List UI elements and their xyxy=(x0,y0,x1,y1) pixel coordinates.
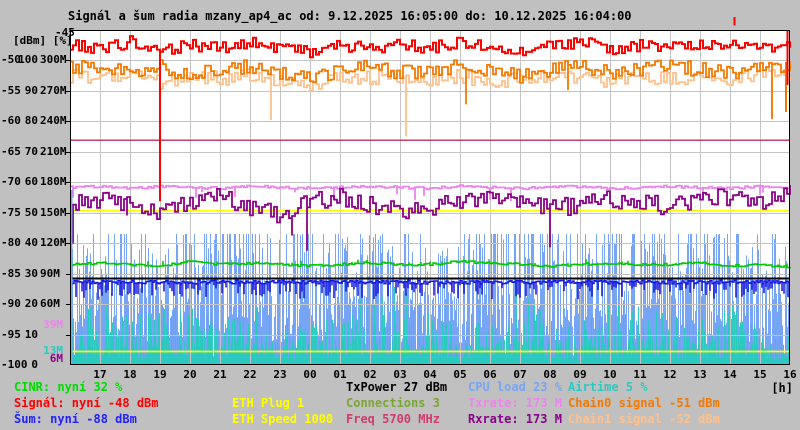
y-axis-units-label: [dBm] [%] xyxy=(13,34,73,47)
legend-noise: Šum: nyní -88 dBm xyxy=(14,412,137,426)
y-tick-pct: 0 xyxy=(31,358,38,371)
y-special-rate-label: 13M xyxy=(43,344,63,357)
y-tick-pct: 40 xyxy=(24,236,38,249)
y-tick-dbm: -100 xyxy=(1,358,28,371)
y-tick-pct: 20 xyxy=(24,297,38,310)
x-tick-hour: 14 xyxy=(723,368,737,381)
y-axis-top-tick-label: -45 xyxy=(55,26,75,39)
legend-connections: Connections 3 xyxy=(346,396,440,410)
y-tick-rate: 210M xyxy=(40,145,67,158)
legend-chain1: Chain1 signal -52 dBm xyxy=(568,412,720,426)
y-tick-pct: 70 xyxy=(24,145,38,158)
x-tick-hour: 04 xyxy=(423,368,437,381)
y-tick-dbm: -90 xyxy=(1,297,21,310)
y-tick-rate: 240M xyxy=(40,114,67,127)
x-tick-hour: 16 xyxy=(783,368,797,381)
x-axis-unit-label: [h] xyxy=(771,381,793,395)
x-tick-hour: 03 xyxy=(393,368,407,381)
y-special-rate-label: 39M xyxy=(43,318,63,331)
x-tick-hour: 17 xyxy=(93,368,107,381)
y-tick-pct: 30 xyxy=(24,267,38,280)
x-tick-hour: 21 xyxy=(213,368,227,381)
y-tick-pct: 80 xyxy=(24,114,38,127)
y-tick-rate: 90M xyxy=(40,267,60,280)
x-tick-hour: 08 xyxy=(543,368,557,381)
legend-airtime: Airtime 5 % xyxy=(568,380,648,394)
y-tick-dbm: -75 xyxy=(1,206,21,219)
y-tick-rate: 120M xyxy=(40,236,67,249)
page-title: Signál a šum radia mzany_ap4_ac od: 9.12… xyxy=(68,9,632,23)
y-tick-rate: 300M xyxy=(40,53,67,66)
legend-chain0: Chain0 signal -51 dBm xyxy=(568,396,720,410)
x-tick-hour: 05 xyxy=(453,368,467,381)
x-tick-hour: 07 xyxy=(513,368,527,381)
x-tick-hour: 15 xyxy=(753,368,767,381)
y-tick-dbm: -85 xyxy=(1,267,21,280)
y-tick-pct: 10 xyxy=(24,328,38,341)
x-tick-hour: 12 xyxy=(663,368,677,381)
y-tick-rate: 150M xyxy=(40,206,67,219)
y-tick-dbm: -95 xyxy=(1,328,21,341)
x-tick-hour: 09 xyxy=(573,368,587,381)
legend-cinr: CINR: nyní 32 % xyxy=(14,380,123,394)
x-tick-hour: 01 xyxy=(333,368,347,381)
y-tick-pct: 90 xyxy=(24,84,38,97)
x-tick-hour: 10 xyxy=(603,368,617,381)
legend-cpu: CPU load 23 % xyxy=(468,380,562,394)
x-tick-hour: 18 xyxy=(123,368,137,381)
y-tick-dbm: -50 xyxy=(1,53,21,66)
x-tick-hour: 02 xyxy=(363,368,377,381)
x-tick-hour: 11 xyxy=(633,368,647,381)
legend-txrate: Txrate: 173 M xyxy=(468,396,562,410)
legend-freq: Freq 5700 MHz xyxy=(346,412,440,426)
y-tick-dbm: -80 xyxy=(1,236,21,249)
y-tick-dbm: -65 xyxy=(1,145,21,158)
x-tick-hour: 06 xyxy=(483,368,497,381)
x-tick-hour: 13 xyxy=(693,368,707,381)
y-tick-dbm: -60 xyxy=(1,114,21,127)
y-tick-dbm: -70 xyxy=(1,175,21,188)
legend-eth_plug: ETH Plug 1 xyxy=(232,396,305,410)
x-tick-hour: 20 xyxy=(183,368,197,381)
legend-eth_speed: ETH Speed 1000 xyxy=(232,412,334,426)
y-tick-pct: 50 xyxy=(24,206,38,219)
y-tick-rate: 180M xyxy=(40,175,67,188)
x-tick-hour: 00 xyxy=(303,368,317,381)
legend-rxrate: Rxrate: 173 M xyxy=(468,412,562,426)
y-tick-pct: 60 xyxy=(24,175,38,188)
legend-txpower: TxPower 27 dBm xyxy=(346,380,448,394)
y-tick-dbm: -55 xyxy=(1,84,21,97)
y-tick-rate: 60M xyxy=(40,297,60,310)
x-tick-hour: 22 xyxy=(243,368,257,381)
legend-signal: Signál: nyní -48 dBm xyxy=(14,396,159,410)
y-tick-rate: 270M xyxy=(40,84,67,97)
y-tick-pct: 100 xyxy=(18,53,38,66)
x-tick-hour: 19 xyxy=(153,368,167,381)
x-tick-hour: 23 xyxy=(273,368,287,381)
y-special-rate-label: 6M xyxy=(49,352,63,365)
